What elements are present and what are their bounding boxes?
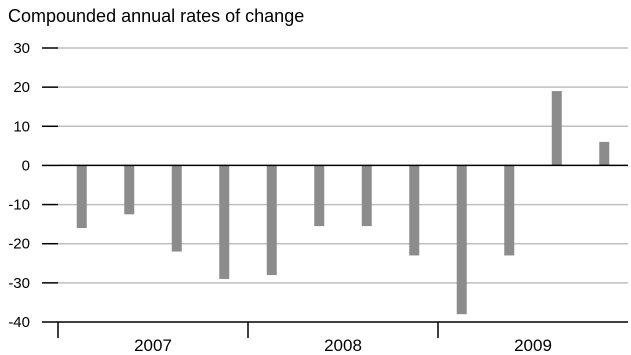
- bar: [599, 141, 610, 166]
- bar: [171, 165, 182, 252]
- y-tick-label: 10: [13, 118, 30, 135]
- y-tick-label: 30: [13, 40, 30, 57]
- bar: [76, 165, 87, 229]
- bar: [409, 165, 420, 256]
- x-group-label: 2009: [514, 336, 552, 355]
- bar: [266, 165, 277, 276]
- y-tick-label: 0: [22, 157, 30, 174]
- y-tick-label: -20: [8, 236, 30, 253]
- chart-title: Compounded annual rates of change: [8, 6, 305, 26]
- y-tick-label: 20: [13, 79, 30, 96]
- axes: [42, 47, 628, 338]
- bar: [219, 165, 230, 279]
- bar: [551, 91, 562, 166]
- tick-labels: 30 20 10 0 -10 -20 -30 -40 2007 2008 2009: [8, 40, 552, 355]
- grid-lines: [58, 47, 628, 284]
- bar: [124, 165, 135, 215]
- x-group-label: 2008: [324, 336, 362, 355]
- bar: [456, 165, 467, 315]
- x-group-label: 2007: [134, 336, 172, 355]
- bar: [314, 165, 325, 227]
- y-tick-label: -10: [8, 197, 30, 214]
- bars: [76, 91, 610, 315]
- bar: [504, 165, 515, 256]
- y-tick-label: -30: [8, 275, 30, 292]
- bar: [361, 165, 372, 227]
- y-tick-label: -40: [8, 314, 30, 331]
